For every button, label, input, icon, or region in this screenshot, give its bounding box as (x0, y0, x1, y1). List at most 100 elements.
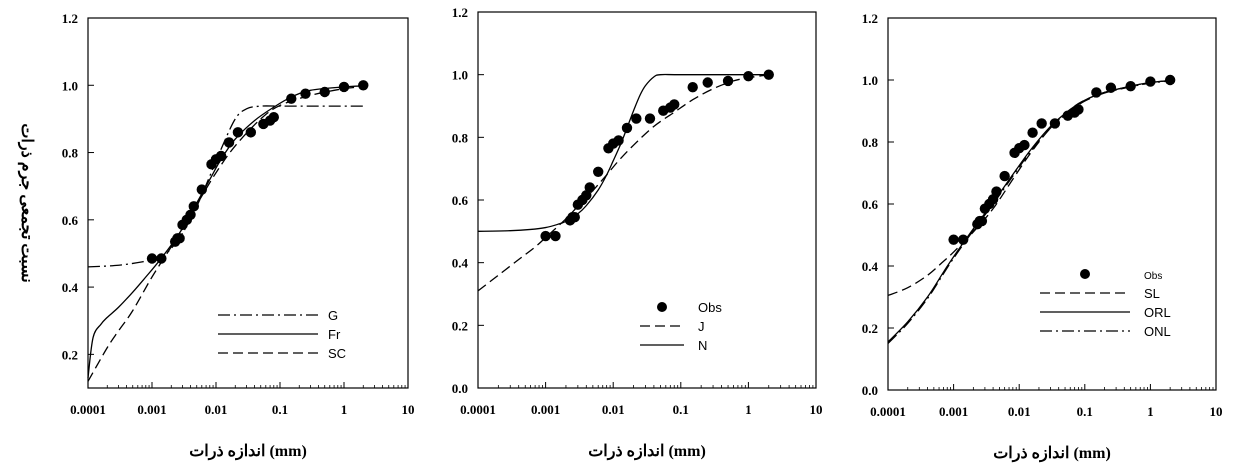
observed-point (1019, 139, 1030, 151)
y-tick-label: 0.4 (862, 259, 879, 274)
legend-label-fr: Fr (328, 327, 341, 342)
x-tick-label: 0.1 (673, 402, 689, 417)
chart-panel-2: 0.0 0.2 0.4 0.6 0.8 1.0 1.2 0.0001 0.001 0.01 0.1 1… (452, 5, 823, 461)
legend-label-n: N (698, 338, 707, 353)
chart-panel-3: 0.0 0.2 0.4 0.6 0.8 1.0 1.2 0.0001 0.001 0.01 0.1 1… (862, 11, 1223, 463)
x-tick-label: 10 (1210, 404, 1223, 419)
observed-point (286, 93, 297, 104)
legend-label-g: G (328, 308, 338, 323)
legend-label-onl: ONL (1144, 324, 1171, 339)
x-tick-label: 0.001 (939, 404, 968, 419)
y-tick-label: 0.6 (862, 197, 879, 212)
x-tick-label: 10 (810, 402, 823, 417)
observed-point (621, 122, 633, 134)
observed-point (156, 253, 167, 264)
observed-point (338, 81, 350, 93)
y-tick-label: 0.4 (62, 280, 79, 295)
observed-point (722, 75, 734, 87)
legend-label-sl: SL (1144, 286, 1160, 301)
plot-frame (87, 17, 409, 389)
observed-point (300, 88, 311, 99)
plot-frame (477, 11, 817, 389)
x-tick-label: 0.01 (1008, 404, 1031, 419)
observed-point (223, 137, 235, 148)
y-axis-label: نسبت تجمعی جرم ذرات (17, 123, 35, 282)
y-tick-label: 0.8 (452, 130, 469, 145)
series-line-sc (87, 86, 364, 382)
observed-point (987, 194, 999, 205)
x-tick-label: 0.0001 (70, 402, 106, 417)
observed-point (1164, 74, 1176, 86)
y-tick-label: 0.0 (862, 383, 878, 398)
observed-point (358, 80, 369, 91)
observed-point (188, 201, 200, 212)
legend-label-orl: ORL (1144, 305, 1171, 320)
x-tick-label: 0.001 (531, 402, 560, 417)
y-tick-label: 0.8 (862, 135, 879, 150)
series-line-sl (887, 79, 1171, 297)
x-axis-label: اندازه ذرات (mm) (189, 443, 307, 461)
x-tick-label: 1 (1147, 404, 1154, 419)
x-tick-label: 0.0001 (460, 402, 496, 417)
observed-point (702, 77, 713, 88)
x-axis-label: اندازه ذرات (mm) (993, 445, 1111, 463)
observed-point (743, 71, 754, 82)
series-line-orl (887, 79, 1171, 343)
observed-point (584, 182, 595, 193)
chart-panel-1: 0.2 0.4 0.6 0.8 1.0 1.2 0.0001 0.001 0.01 0.1 1 10 ا… (17, 11, 415, 461)
legend-label-obs: Obs (1144, 271, 1162, 282)
observed-point (1027, 127, 1038, 138)
y-tick-label: 1.2 (452, 5, 468, 20)
series-line-j (477, 74, 769, 292)
y-tick-label: 0.0 (452, 381, 468, 396)
x-tick-label: 1 (341, 402, 348, 417)
x-tick-label: 10 (402, 402, 415, 417)
observed-point (146, 253, 158, 264)
y-tick-label: 0.2 (452, 318, 468, 333)
observed-point (763, 69, 774, 80)
observed-point (1145, 76, 1156, 87)
observed-point (174, 233, 185, 244)
observed-point (1125, 81, 1136, 92)
y-tick-label: 1.0 (452, 68, 468, 83)
observed-point (215, 150, 227, 162)
observed-point (613, 135, 624, 146)
y-tick-label: 1.0 (62, 78, 78, 93)
observed-point (1036, 118, 1047, 129)
legend-label-j: J (698, 319, 705, 334)
observed-point (268, 112, 279, 123)
legend-marker-obs (1080, 269, 1090, 279)
observed-point (644, 113, 656, 124)
y-tick-label: 0.6 (452, 193, 469, 208)
observed-point (631, 113, 642, 124)
observed-point (245, 127, 257, 138)
observed-point (196, 184, 208, 195)
series-line-g (87, 105, 364, 268)
series-line-n (477, 73, 769, 232)
y-tick-label: 0.8 (62, 146, 79, 161)
x-tick-label: 0.01 (205, 402, 228, 417)
observed-point (569, 212, 580, 223)
observed-point (540, 230, 551, 242)
observed-point (1073, 104, 1084, 115)
observed-point (1105, 82, 1117, 93)
observed-point (687, 82, 698, 93)
y-tick-label: 1.2 (62, 11, 78, 26)
y-tick-label: 0.2 (862, 321, 878, 336)
y-tick-label: 1.0 (862, 73, 878, 88)
legend-label-sc: SC (328, 346, 346, 361)
x-tick-label: 0.0001 (870, 404, 906, 419)
observed-point (593, 166, 604, 177)
series-line-onl (887, 80, 1171, 344)
y-tick-label: 1.2 (862, 11, 878, 26)
observed-point (581, 190, 592, 201)
observed-point (948, 234, 959, 245)
observed-point (185, 209, 196, 220)
observed-point (232, 127, 244, 138)
x-tick-label: 1 (745, 402, 752, 417)
observed-point (999, 170, 1010, 182)
legend-label-obs: Obs (698, 300, 722, 315)
observed-point (976, 215, 988, 227)
x-tick-label: 0.1 (272, 402, 288, 417)
